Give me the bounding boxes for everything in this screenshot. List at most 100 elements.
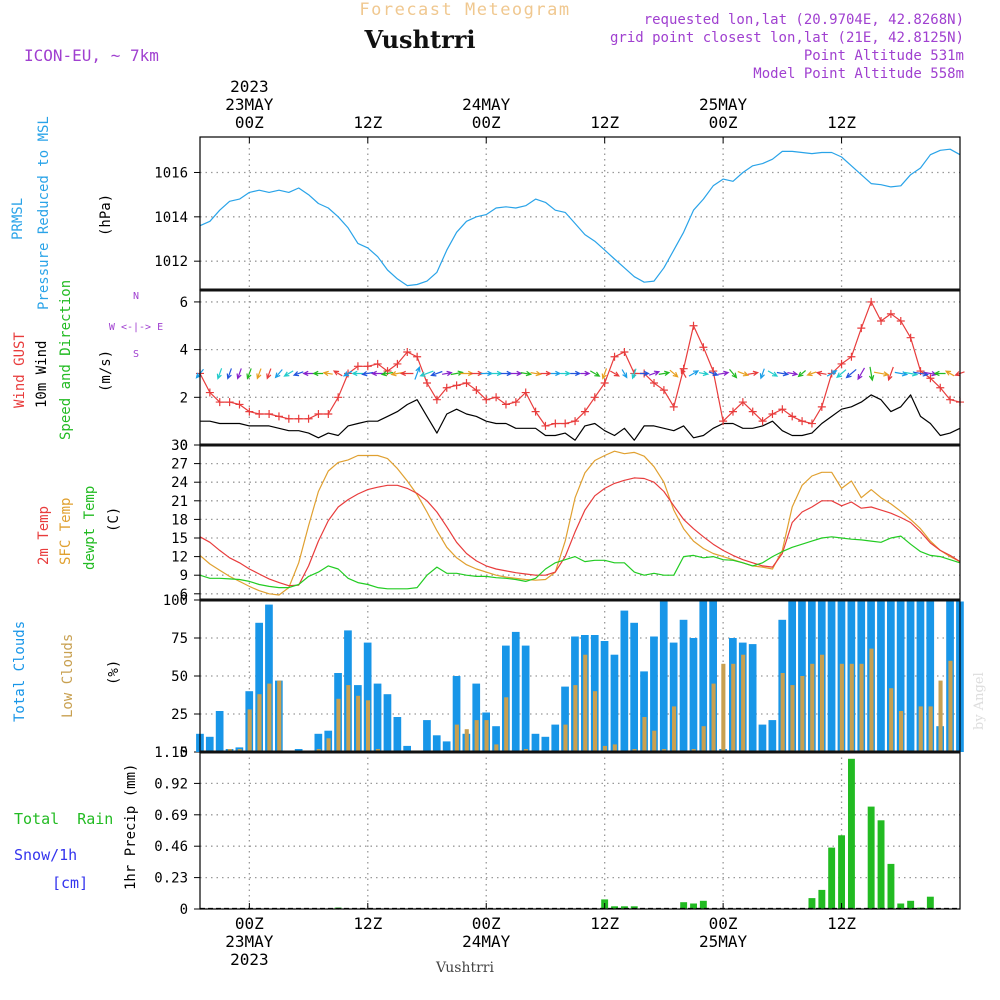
sfc-label: SFC Temp [58, 498, 74, 565]
direction-arrow [450, 370, 464, 376]
temp-tick-label: 24 [171, 475, 188, 491]
footer-location: Vushtrri [435, 960, 494, 976]
gust-marker [215, 398, 224, 407]
total-cloud-bar [827, 601, 836, 752]
total-cloud-bar [432, 735, 441, 752]
top-time-label: 2023 [230, 77, 269, 96]
wind-tick-label: 6 [180, 295, 188, 311]
total-cloud-bar [373, 683, 382, 752]
direction-arrow [520, 370, 533, 377]
direction-arrow [361, 371, 374, 377]
gust-marker [284, 414, 293, 423]
total-cloud-bar [709, 601, 717, 752]
direction-arrow [540, 370, 552, 377]
direction-arrow [873, 371, 890, 377]
top-time-label: 12Z [827, 113, 856, 132]
total-cloud-bar [610, 654, 619, 752]
wind-unit: (m/s) [98, 350, 114, 392]
gust-marker [393, 359, 402, 368]
gust-line [199, 301, 961, 427]
pressure-tick-label: 1014 [154, 210, 188, 226]
gust-marker [413, 352, 422, 361]
direction-arrow [580, 370, 591, 377]
direction-arrow [256, 368, 262, 380]
precip-labels: Total Rain Snow/1h [cm] 1hr Precip (mm) [14, 764, 139, 892]
total-cloud-bar [906, 601, 915, 752]
gust-marker [452, 381, 461, 390]
wind10m-label: 10m Wind [34, 341, 50, 408]
sfc-temp-line [199, 450, 961, 596]
low-cloud-bar [277, 680, 282, 752]
gust-marker [926, 374, 935, 383]
direction-arrow [500, 370, 513, 377]
low-clouds-label: Low Clouds [60, 634, 76, 718]
total-cloud-bar [748, 644, 757, 752]
direction-arrow [836, 369, 847, 379]
gust-marker [571, 417, 580, 426]
gust-markers [196, 297, 964, 430]
compass-we: W <-|-> E [109, 322, 163, 333]
low-cloud-bar [918, 706, 923, 752]
low-cloud-bar [593, 691, 598, 752]
low-cloud-bar [583, 654, 588, 752]
direction-arrow [759, 368, 765, 380]
total-cloud-bar [403, 745, 411, 752]
precip-tick-label: 0 [180, 902, 188, 918]
direction-arrow [806, 371, 817, 377]
temp-tick-label: 15 [171, 531, 188, 547]
gust-marker [353, 362, 362, 371]
gust-marker [748, 407, 757, 416]
low-cloud-bar [484, 720, 489, 752]
total-cloud-bar [689, 638, 698, 752]
temp-tick-label: 12 [171, 550, 188, 566]
panel-divider [200, 288, 961, 292]
total-cloud-bar [511, 631, 520, 752]
low-cloud-bar [701, 726, 706, 752]
total-cloud-bar [669, 642, 678, 752]
direction-arrow [216, 368, 223, 380]
gridpoint-coords: grid point closest lon,lat (21E, 42.8125… [610, 30, 964, 46]
precip-tick-label: 0.69 [154, 808, 188, 824]
bottom-time-label: 25MAY [699, 932, 748, 951]
low-cloud-bar [602, 745, 607, 752]
low-cloud-bar [820, 654, 825, 752]
low-cloud-bar [454, 724, 459, 752]
total-cloud-bar [768, 720, 777, 752]
gust-marker [482, 395, 491, 404]
direction-arrow [610, 370, 621, 377]
precip-tick-label: 0.46 [154, 839, 188, 855]
panel-divider [200, 443, 961, 447]
total-cloud-bar [630, 622, 638, 752]
total-cloud-bar [521, 645, 530, 752]
precip-unit: 1hr Precip (mm) [123, 764, 139, 890]
wind-tick-label: 4 [180, 343, 188, 359]
low-cloud-bar [672, 706, 677, 752]
total-cloud-bar [600, 641, 609, 752]
gust-marker [719, 417, 728, 426]
low-cloud-bar [869, 648, 874, 752]
temp-tick-label: 30 [171, 438, 188, 454]
wind-frame [199, 289, 961, 446]
requested-coords: requested lon,lat (20.9704E, 42.8268N) [644, 12, 964, 28]
total-cloud-bar [205, 736, 214, 752]
low-cloud-bar [494, 744, 499, 752]
watermark: by Angel [972, 672, 987, 730]
total-cloud-bar [215, 711, 224, 752]
precip-tick-label: 0.23 [154, 871, 188, 887]
low-cloud-bar [474, 720, 479, 752]
gust-marker [867, 297, 876, 306]
total-cloud-bar [255, 622, 263, 752]
gust-marker [886, 309, 895, 318]
temp-tick-label: 18 [171, 512, 188, 528]
gust-marker [807, 419, 816, 428]
gust-marker [274, 412, 283, 421]
direction-arrow [266, 368, 272, 380]
gust-marker [561, 419, 570, 428]
precip-tick-label: 0.92 [154, 776, 188, 792]
pressure-unit: (hPa) [98, 194, 114, 236]
gust-label: Wind GUST [12, 332, 28, 408]
direction-arrow [698, 370, 710, 377]
gust-marker [432, 395, 441, 404]
